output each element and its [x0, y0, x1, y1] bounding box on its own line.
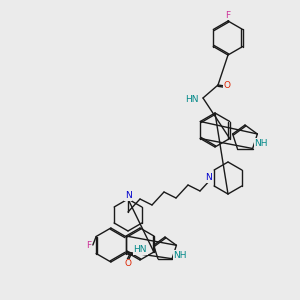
Text: N: N	[206, 173, 212, 182]
Text: HN: HN	[185, 95, 199, 104]
Text: F: F	[225, 11, 231, 20]
Text: N: N	[124, 191, 131, 200]
Text: NH: NH	[173, 250, 187, 260]
Text: F: F	[86, 241, 92, 250]
Text: O: O	[124, 260, 131, 268]
Text: NH: NH	[254, 139, 268, 148]
Text: HN: HN	[134, 245, 147, 254]
Text: O: O	[224, 82, 230, 91]
